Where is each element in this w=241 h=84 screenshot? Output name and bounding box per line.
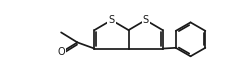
Text: O: O: [57, 47, 65, 57]
Text: S: S: [142, 15, 149, 25]
Text: S: S: [108, 15, 114, 25]
